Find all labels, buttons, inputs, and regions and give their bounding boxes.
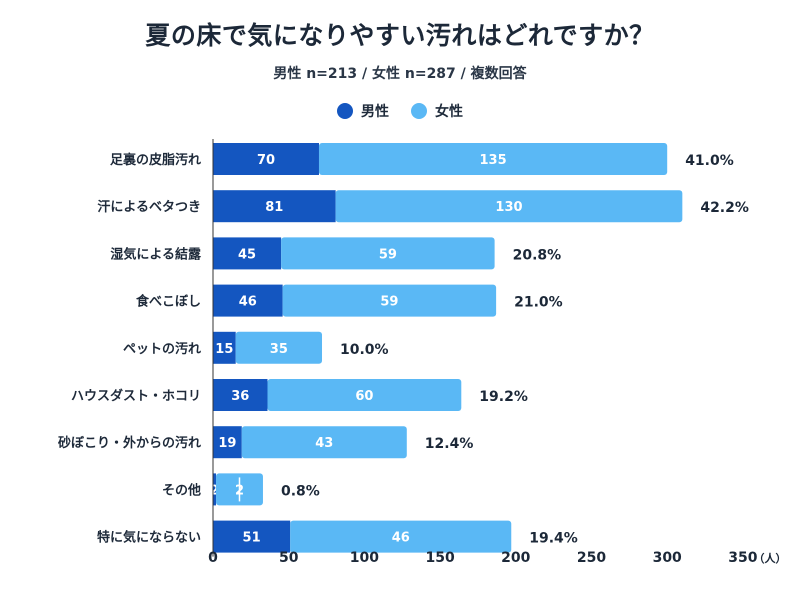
bar-female bbox=[281, 237, 495, 270]
x-tick-label: 50 bbox=[279, 550, 299, 566]
bar-value-label-female: 43 bbox=[315, 436, 333, 451]
bar-male bbox=[213, 379, 268, 411]
bar-value-label-male: 2 bbox=[210, 483, 219, 498]
legend: 男性 女性 bbox=[0, 101, 800, 121]
category-label: ペットの汚れ bbox=[123, 341, 201, 357]
chart-title: 夏の床で気になりやすい汚れはどれですか？ bbox=[145, 21, 655, 50]
legend-item-female: 女性 bbox=[411, 101, 463, 121]
bar-male bbox=[213, 237, 282, 270]
category-label: ハウスダスト・ホコリ bbox=[71, 388, 201, 404]
legend-label-female: 女性 bbox=[435, 104, 463, 120]
bar-male bbox=[213, 426, 242, 459]
category-label: 食べこぼし bbox=[136, 294, 201, 310]
bar-female bbox=[318, 143, 668, 175]
x-tick-label: 300 bbox=[653, 550, 682, 566]
bar-male bbox=[213, 473, 217, 506]
bar-value-label-female: 46 bbox=[392, 531, 410, 546]
bar-value-label-female: 135 bbox=[480, 153, 507, 168]
x-tick-label: 150 bbox=[425, 550, 454, 566]
legend-swatch-male bbox=[337, 103, 353, 119]
x-axis-unit: （人） bbox=[754, 551, 787, 565]
bar-value-label-male: 70 bbox=[257, 153, 275, 168]
bar-male bbox=[213, 190, 336, 223]
category-label: その他 bbox=[162, 482, 201, 498]
x-tick-label: 200 bbox=[501, 550, 530, 566]
bar-value-label-male: 36 bbox=[231, 389, 249, 404]
category-label: 砂ぼこり・外からの汚れ bbox=[57, 435, 201, 451]
percentage-label: 42.2% bbox=[700, 200, 749, 216]
bar-value-label-male: 15 bbox=[215, 342, 233, 357]
category-label: 湿気による結露 bbox=[110, 246, 202, 262]
percentage-label: 19.4% bbox=[529, 531, 578, 547]
percentage-label: 19.2% bbox=[479, 389, 528, 405]
bar-value-label-female: 35 bbox=[270, 342, 288, 357]
x-tick-label: 350 bbox=[728, 550, 757, 566]
bar-female bbox=[235, 331, 323, 364]
category-label: 汗によるベタつき bbox=[97, 199, 201, 215]
percentage-label: 20.8% bbox=[513, 247, 562, 263]
bar-value-label-male: 45 bbox=[238, 247, 256, 262]
bar-male bbox=[213, 331, 236, 364]
legend-item-male: 男性 bbox=[337, 101, 389, 121]
bar-female bbox=[241, 426, 407, 459]
bar-value-label-female: 59 bbox=[380, 295, 398, 310]
legend-label-male: 男性 bbox=[361, 104, 389, 120]
percentage-label: 0.8% bbox=[281, 483, 320, 499]
percentage-label: 41.0% bbox=[685, 153, 734, 169]
x-tick-label: 250 bbox=[577, 550, 606, 566]
x-tick-label: 100 bbox=[350, 550, 379, 566]
bar-male bbox=[213, 284, 283, 317]
bar-female bbox=[290, 520, 512, 553]
bar-value-label-male: 19 bbox=[218, 436, 236, 451]
bar-male bbox=[213, 143, 319, 175]
bar-value-label-female: 59 bbox=[379, 247, 397, 262]
bar-value-label-male: 81 bbox=[265, 200, 283, 215]
percentage-label: 12.4% bbox=[425, 436, 474, 452]
bar-male bbox=[213, 520, 291, 553]
category-label: 特に気にならない bbox=[97, 530, 201, 546]
bar-value-label-female: 130 bbox=[495, 200, 522, 215]
bar-female bbox=[335, 190, 683, 223]
legend-swatch-female bbox=[411, 103, 427, 119]
percentage-label: 10.0% bbox=[340, 342, 389, 358]
bar-female bbox=[282, 284, 497, 317]
chart-subtitle: 男性 n=213 / 女性 n=287 / 複数回答 bbox=[273, 66, 527, 82]
bar-value-label-female: 60 bbox=[355, 389, 373, 404]
category-label: 足裏の皮脂汚れ bbox=[110, 152, 201, 168]
bar-female bbox=[267, 379, 462, 411]
x-tick-label: 0 bbox=[208, 550, 218, 566]
bar-value-label-male: 46 bbox=[239, 295, 257, 310]
percentage-label: 21.0% bbox=[514, 295, 563, 311]
bar-value-label-male: 51 bbox=[243, 531, 261, 546]
